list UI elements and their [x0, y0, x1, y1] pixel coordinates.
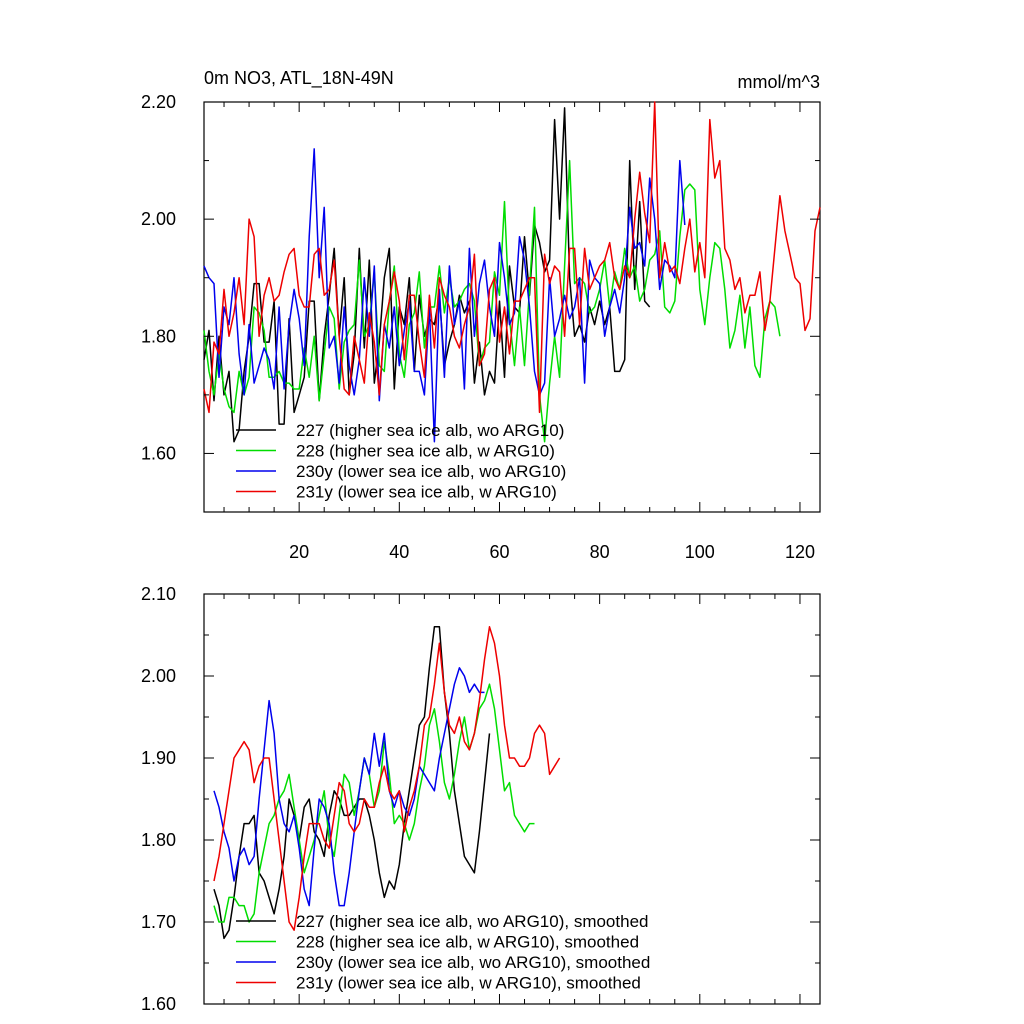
legend-label: 227 (higher sea ice alb, wo ARG10) — [296, 421, 564, 440]
series-line-1 — [213, 683, 535, 923]
y-tick-label: 1.80 — [141, 830, 176, 850]
x-tick-label: 40 — [389, 542, 409, 562]
series-line-3 — [203, 101, 821, 414]
x-tick-label: 100 — [685, 542, 715, 562]
axis-ticks: 1.60 1.70 1.80 1.90 2.00 2.10 — [141, 584, 820, 1014]
y-tick-label: 1.70 — [141, 912, 176, 932]
legend-label: 228 (higher sea ice alb, w ARG10), smoot… — [296, 933, 639, 952]
x-tick-label: 20 — [289, 542, 309, 562]
series-line-1 — [203, 159, 781, 443]
chart-title: 0m NO3, ATL_18N-49N — [204, 68, 394, 89]
plot-marks — [203, 101, 821, 443]
y-tick-label: 1.90 — [141, 748, 176, 768]
y-tick-label: 1.60 — [141, 994, 176, 1014]
series-line-2 — [213, 667, 485, 907]
series-line-3 — [213, 626, 561, 931]
units-label: mmol/m^3 — [738, 72, 820, 92]
legend: 227 (higher sea ice alb, wo ARG10) 228 (h… — [236, 421, 566, 502]
series-line-2 — [203, 148, 686, 443]
plot-marks — [213, 626, 561, 940]
y-tick-label: 2.20 — [141, 92, 176, 112]
legend: 227 (higher sea ice alb, wo ARG10), smoo… — [236, 912, 650, 993]
legend-label: 227 (higher sea ice alb, wo ARG10), smoo… — [296, 912, 648, 931]
legend-label: 231y (lower sea ice alb, w ARG10) — [296, 483, 557, 502]
x-tick-label: 120 — [785, 542, 815, 562]
top-panel: 0m NO3, ATL_18N-49N mmol/m^3 20 40 60 80 100… — [141, 68, 821, 562]
legend-label: 228 (higher sea ice alb, w ARG10) — [296, 442, 555, 461]
axis-ticks: 20 40 60 80 100 120 1.60 1.80 2.00 2.20 — [141, 92, 820, 562]
legend-label: 231y (lower sea ice alb, w ARG10), smoot… — [296, 974, 641, 993]
x-tick-label: 80 — [590, 542, 610, 562]
y-tick-label: 2.00 — [141, 209, 176, 229]
series-line-0 — [213, 626, 491, 940]
x-tick-label: 60 — [489, 542, 509, 562]
y-tick-label: 1.80 — [141, 326, 176, 346]
y-tick-label: 2.10 — [141, 584, 176, 604]
y-tick-label: 1.60 — [141, 443, 176, 463]
legend-label: 230y (lower sea ice alb, wo ARG10), smoo… — [296, 953, 650, 972]
legend-label: 230y (lower sea ice alb, wo ARG10) — [296, 462, 566, 481]
bottom-panel: 1.60 1.70 1.80 1.90 2.00 2.10 227 (higher sea… — [141, 584, 821, 1014]
plot-frame — [203, 101, 821, 513]
y-tick-label: 2.00 — [141, 666, 176, 686]
